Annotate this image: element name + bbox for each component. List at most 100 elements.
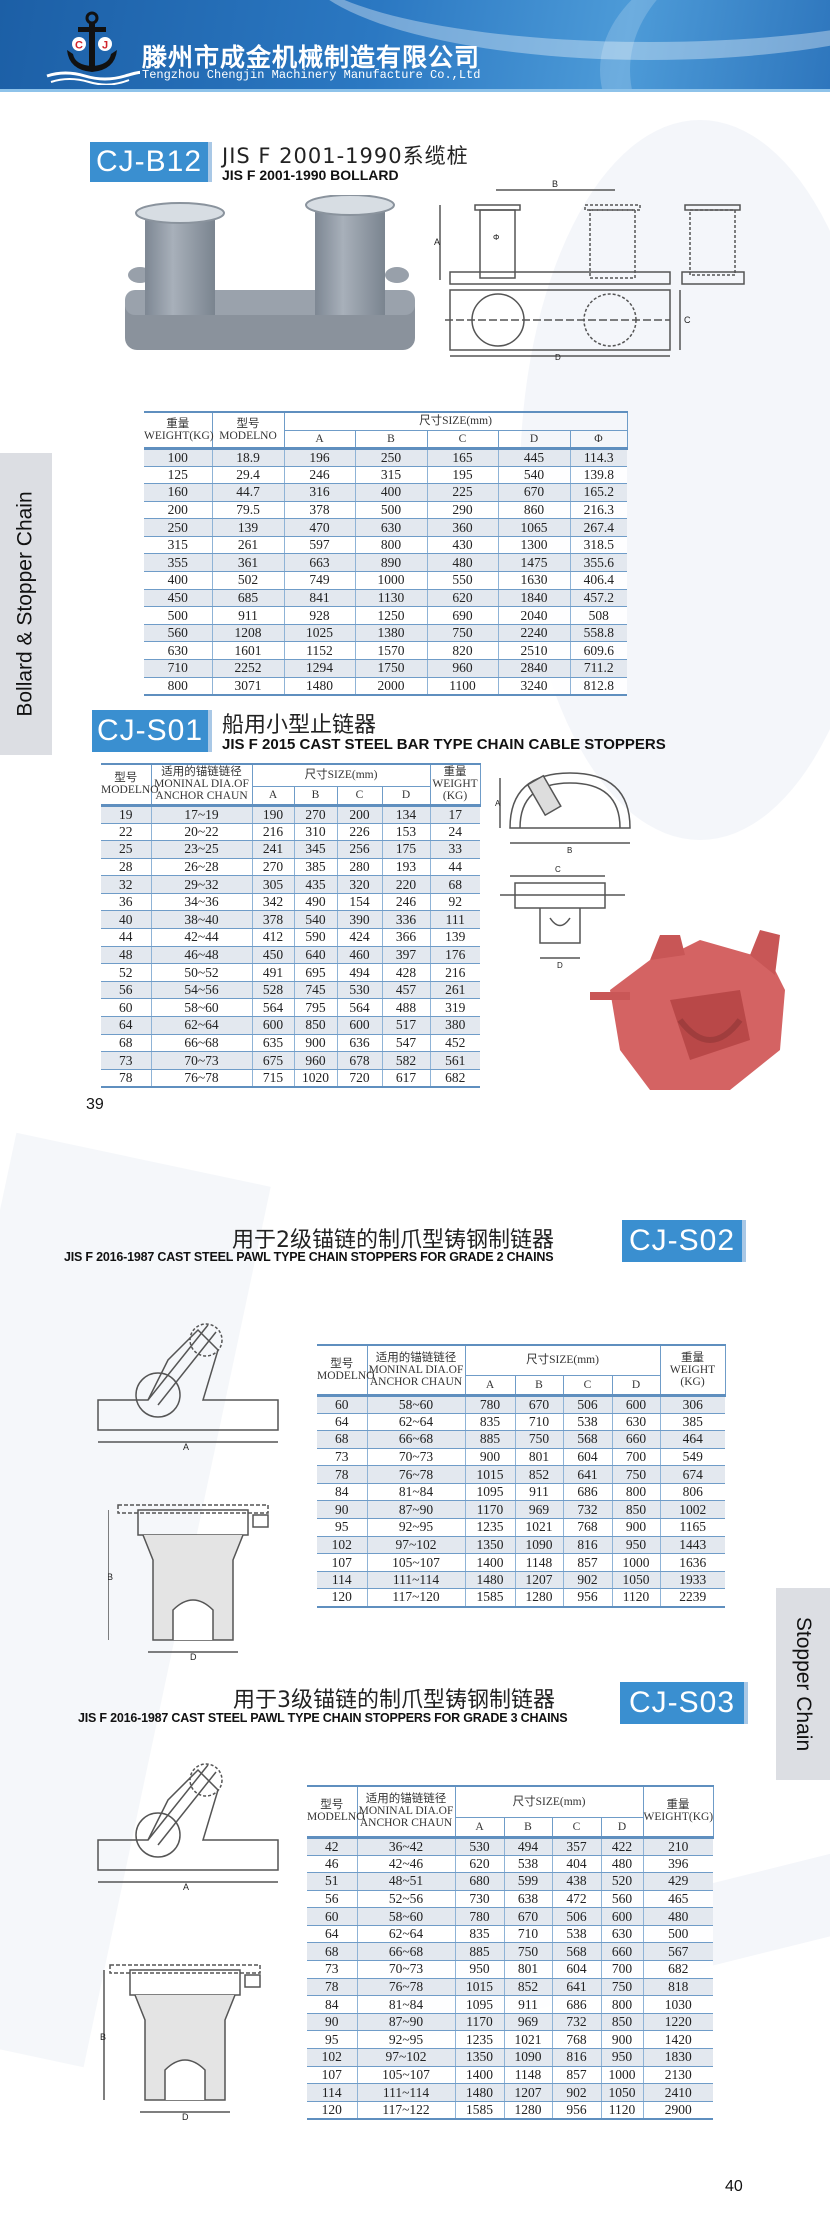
table-cell: 200 <box>144 501 212 520</box>
table-cell: 604 <box>562 1448 612 1467</box>
dim-label: B <box>100 2032 106 2042</box>
table-row: 160 44.7 316 400 225 670 165.2 <box>144 483 627 502</box>
table-cell: 720 <box>336 1069 382 1088</box>
dim-label: C <box>555 865 561 874</box>
table-row: 200 79.5 378 500 290 860 216.3 <box>144 501 627 520</box>
table-cell: 92~95 <box>366 1518 465 1537</box>
table-cell: 2240 <box>497 624 570 643</box>
table-cell: 472 <box>551 1890 601 1909</box>
table-cell: 216 <box>251 823 294 842</box>
table-cell: 732 <box>562 1500 612 1520</box>
table-cell: 345 <box>293 840 337 859</box>
section-badge-b12: CJ-B12 <box>90 142 208 182</box>
table-cell: 1095 <box>464 1483 515 1502</box>
table-cell: 1585 <box>454 2101 504 2120</box>
table-row: 22 20~22 216 310 226 153 24 <box>101 823 481 842</box>
table-cell: 2840 <box>497 659 570 678</box>
table-cell: 500 <box>642 1925 714 1944</box>
table-cell: 508 <box>569 606 627 625</box>
table-cell: 1120 <box>611 1588 661 1608</box>
bollard-photo <box>125 195 415 350</box>
table-cell: 670 <box>497 483 570 502</box>
table-cell: 850 <box>293 1016 337 1035</box>
table-cell: 385 <box>659 1413 726 1432</box>
table-cell: 62~64 <box>356 1925 455 1944</box>
col-header-model: 型号 MODELNO <box>211 412 285 450</box>
table-cell: 342 <box>251 893 294 912</box>
table-cell: 768 <box>562 1518 612 1537</box>
table-cell: 44.7 <box>211 483 284 502</box>
table-cell: 73 <box>101 1051 151 1070</box>
table-cell: 62~64 <box>366 1413 465 1432</box>
table-cell: 564 <box>251 998 294 1018</box>
table-cell: 900 <box>464 1448 515 1467</box>
table-cell: 56 <box>307 1890 357 1909</box>
table-cell: 79.5 <box>211 501 284 520</box>
table-cell: 105~107 <box>356 2066 455 2085</box>
table-cell: 1000 <box>611 1553 661 1572</box>
table-cell: 66~68 <box>366 1430 465 1449</box>
table-cell: 506 <box>562 1395 612 1414</box>
table-cell: 95 <box>307 2030 357 2050</box>
table-cell: 46~48 <box>150 946 252 965</box>
table-cell: 732 <box>551 2013 601 2032</box>
table-row: 250 139 470 630 360 1065 267.4 <box>144 518 627 537</box>
side-label-left-text: Bollard & Stopper Chain <box>14 491 37 717</box>
table-cell: 48~51 <box>356 1872 455 1891</box>
table-cell: 68 <box>317 1430 367 1449</box>
table-cell: 568 <box>562 1430 612 1449</box>
table-cell: 34~36 <box>150 893 252 912</box>
table-cell: 750 <box>611 1465 661 1484</box>
col-header-nominal-dia: 适用的锚链链径 MONINAL DIA.OF ANCHOR CHAUN <box>366 1345 466 1397</box>
table-cell: 2239 <box>659 1588 726 1608</box>
dim-label: D <box>555 353 561 360</box>
table-cell: 1165 <box>659 1518 726 1537</box>
table-cell: 165.2 <box>569 483 627 502</box>
table-cell: 561 <box>429 1051 481 1070</box>
table-cell: 210 <box>642 1837 714 1856</box>
table-cell: 911 <box>514 1483 563 1502</box>
table-cell: 412 <box>251 928 294 947</box>
table-cell: 885 <box>464 1430 515 1449</box>
table-cell: 1840 <box>497 589 570 608</box>
table-cell: 1030 <box>642 1995 714 2014</box>
table-row: 114 111~114 1480 1207 902 1050 2410 <box>307 2083 714 2102</box>
dim-label: C <box>684 315 691 325</box>
table-cell: 674 <box>659 1465 726 1484</box>
table-cell: 176 <box>429 946 481 965</box>
table-cell: 52~56 <box>356 1890 455 1909</box>
table-cell: 2900 <box>642 2101 714 2120</box>
table-row: 95 92~95 1235 1021 768 900 1420 <box>307 2030 714 2050</box>
table-cell: 66~68 <box>356 1942 455 1962</box>
table-cell: 558.8 <box>569 624 627 643</box>
table-cell: 404 <box>551 1855 601 1874</box>
table-cell: 2510 <box>497 641 570 661</box>
table-cell: 750 <box>426 624 498 643</box>
table-cell: 538 <box>551 1925 601 1944</box>
table-cell: 547 <box>381 1034 431 1053</box>
table-cell: 390 <box>336 910 382 930</box>
table-cell: 600 <box>251 1016 294 1035</box>
table-cell: 900 <box>600 2030 644 2050</box>
table-cell: 120 <box>317 1588 367 1608</box>
bar-stopper-photo <box>590 930 785 1090</box>
table-cell: 216 <box>429 963 481 982</box>
side-label-left: Bollard & Stopper Chain <box>0 453 52 755</box>
table-cell: 117~122 <box>356 2101 455 2120</box>
table-cell: 670 <box>514 1395 563 1414</box>
table-cell: 460 <box>336 946 382 965</box>
table-cell: 710 <box>514 1413 563 1432</box>
table-cell: 950 <box>611 1536 661 1555</box>
dim-label: A <box>495 799 501 808</box>
table-cell: 226 <box>336 823 382 842</box>
table-cell: 500 <box>144 606 212 625</box>
table-cell: 319 <box>429 998 481 1018</box>
table-cell: 22 <box>101 823 151 842</box>
table-cell: 26~28 <box>150 858 252 877</box>
table-cell: 3240 <box>497 677 570 696</box>
table-row: 40 38~40 378 540 390 336 111 <box>101 910 481 930</box>
table-cell: 315 <box>354 466 427 485</box>
table-cell: 125 <box>144 466 212 485</box>
table-cell: 506 <box>551 1907 601 1926</box>
